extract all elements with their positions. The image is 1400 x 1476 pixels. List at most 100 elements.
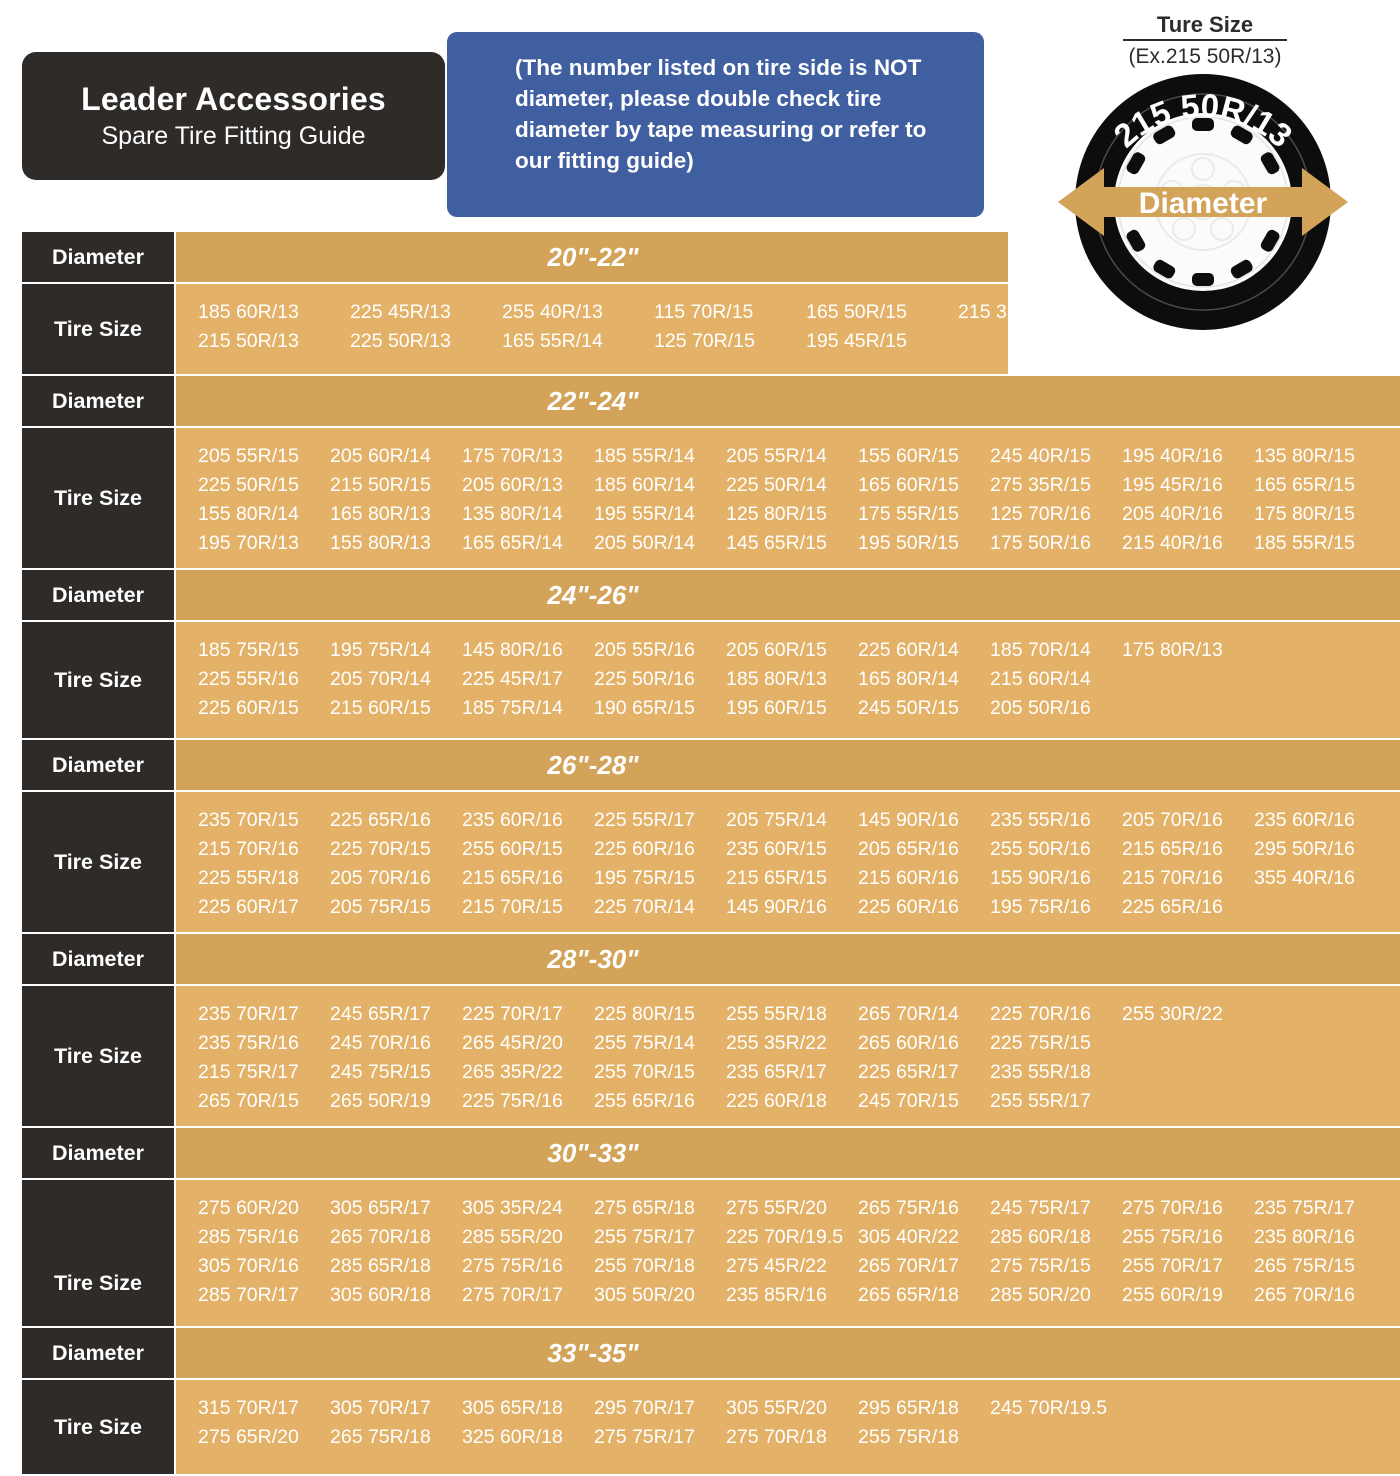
tire-size-value: 255 70R/18: [594, 1254, 695, 1277]
tire-size-value: 155 80R/13: [330, 531, 431, 554]
tire-size-value: 235 60R/16: [462, 809, 563, 831]
tire-size-value: 135 80R/14: [462, 502, 563, 525]
tire-size-label: Tire Size: [22, 1180, 174, 1328]
tire-size-value: 235 75R/16: [198, 1031, 299, 1054]
tire-size-value: 165 65R/15: [1254, 473, 1355, 496]
tire-size-value: 255 40R/13: [502, 301, 603, 323]
tire-size-column: 225 60R/14 165 80R/14 245 50R/15: [836, 636, 968, 724]
tire-size-column: 165 50R/15 195 45R/15: [784, 298, 936, 360]
tire-size-value: 125 80R/15: [726, 502, 827, 525]
tire-size-row: Tire Size 235 70R/15 215 70R/16 225 55R/18 2…: [0, 792, 1400, 934]
tire-size-value: 255 70R/15: [594, 1060, 695, 1083]
tire-size-label: Tire Size: [22, 284, 174, 376]
table-section: Diameter 22"-24" Tire Size 205 55R/15 225 50…: [0, 376, 1400, 570]
tire-size-value: 195 40R/16: [1122, 445, 1223, 467]
tire-size-value: 185 55R/15: [1254, 531, 1355, 554]
tire-size-column: 315 70R/17 275 65R/20: [176, 1394, 308, 1460]
tire-size-value: 205 60R/13: [462, 473, 563, 496]
tire-size-value: 275 65R/20: [198, 1425, 299, 1448]
tire-size-cells: 275 60R/20 285 75R/16 305 70R/16 285 70R/17…: [174, 1180, 1400, 1328]
tire-size-column: 235 70R/17 235 75R/16 215 75R/17 265 70R/15: [176, 1000, 308, 1112]
diameter-label: Diameter: [22, 232, 174, 284]
diameter-arrow: Diameter: [1058, 168, 1348, 236]
tire-size-value: 205 75R/14: [726, 809, 827, 831]
tire-size-value: 225 75R/16: [462, 1089, 563, 1112]
tire-size-column: 245 65R/17 245 70R/16 245 75R/15 265 50R/19: [308, 1000, 440, 1112]
tire-size-value: 305 65R/18: [462, 1397, 563, 1419]
tire-size-column: 245 40R/15 275 35R/15 125 70R/16 175 50R/16: [968, 442, 1100, 554]
diameter-value: 24"-26": [547, 579, 639, 610]
tire-size-value: 185 60R/14: [594, 473, 695, 496]
tire-size-value: 225 45R/17: [462, 667, 563, 690]
tire-size-value: 245 70R/19.5: [990, 1397, 1108, 1419]
tire-size-value: 255 50R/16: [990, 837, 1091, 860]
tire-size-value: 165 55R/14: [502, 329, 603, 352]
tire-size-value: 205 50R/16: [990, 696, 1091, 719]
tire-size-column: 135 80R/15 165 65R/15 175 80R/15 185 55R/15: [1232, 442, 1364, 554]
tire-size-value: 155 90R/16: [990, 866, 1091, 889]
tire-size-column: 175 70R/13 205 60R/13 135 80R/14 165 65R/14: [440, 442, 572, 554]
tire-size-value: 225 60R/16: [858, 895, 959, 918]
tire-size-column: 205 55R/15 225 50R/15 155 80R/14 195 70R/13: [176, 442, 308, 554]
tire-size-column: 195 40R/16 195 45R/16 205 40R/16 215 40R/16: [1100, 442, 1232, 554]
tire-size-value: 265 65R/18: [858, 1283, 959, 1306]
tire-diagram-example: (Ex.215 50R/13): [1128, 45, 1282, 69]
tire-size-column: 205 60R/14 215 50R/15 165 80R/13 155 80R/13: [308, 442, 440, 554]
tire-size-value: 255 65R/16: [594, 1089, 695, 1112]
tire-size-value: 165 65R/14: [462, 531, 563, 554]
tire-size-value: 215 35R/16: [958, 301, 1059, 323]
tire-size-value: 225 60R/16: [594, 837, 695, 860]
tire-size-value: 235 55R/18: [990, 1060, 1091, 1083]
tire-size-value: 255 75R/14: [594, 1031, 695, 1054]
tire-size-value: 235 75R/17: [1254, 1197, 1355, 1219]
tire-size-column: 185 75R/15 225 55R/16 225 60R/15: [176, 636, 308, 724]
tire-size-value: 225 60R/15: [198, 696, 299, 719]
tire-size-row: Tire Size 185 75R/15 225 55R/16 225 60R/15 1…: [0, 622, 1400, 740]
diameter-header-row: Diameter 33"-35": [0, 1328, 1400, 1380]
tire-size-column: 305 65R/17 265 70R/18 285 65R/18 305 60R/18: [308, 1194, 440, 1312]
tire-size-value: 285 50R/20: [990, 1283, 1091, 1306]
tire-size-value: 265 70R/14: [858, 1003, 959, 1025]
tire-size-value: 215 60R/15: [330, 696, 431, 719]
tire-size-value: 155 60R/15: [858, 445, 959, 467]
diameter-value: 26"-28": [547, 749, 639, 780]
tire-size-value: 185 75R/14: [462, 696, 563, 719]
tire-size-value: 275 70R/17: [462, 1283, 563, 1306]
tire-size-value: 195 45R/16: [1122, 473, 1223, 496]
diameter-value-band: 30"-33": [174, 1128, 1400, 1180]
tire-size-value: 275 55R/20: [726, 1197, 827, 1219]
tire-size-value: 245 50R/15: [858, 696, 959, 719]
tire-size-column: 145 90R/16 205 65R/16 215 60R/16 225 60R/16: [836, 806, 968, 918]
tire-size-column: 255 30R/22: [1100, 1000, 1232, 1112]
diameter-header-row: Diameter 22"-24": [0, 376, 1400, 428]
diameter-arrow-label: Diameter: [1139, 187, 1268, 220]
tire-size-cells: 185 60R/13 215 50R/13 225 45R/13 225 50R/13…: [174, 284, 1059, 376]
tire-size-value: 225 65R/16: [1122, 895, 1223, 918]
tire-size-value: 255 30R/22: [1122, 1003, 1223, 1025]
tire-size-value: 205 70R/14: [330, 667, 431, 690]
tire-size-value: 215 70R/16: [1122, 866, 1223, 889]
tire-size-value: 225 70R/17: [462, 1003, 563, 1025]
tire-size-value: 265 50R/19: [330, 1089, 431, 1112]
tire-size-value: 215 60R/14: [990, 667, 1091, 690]
tire-size-value: 225 75R/15: [990, 1031, 1091, 1054]
tire-size-column: 225 65R/16 225 70R/15 205 70R/16 205 75R/15: [308, 806, 440, 918]
diameter-header-row: Diameter 28"-30": [0, 934, 1400, 986]
tire-size-value: 305 60R/18: [330, 1283, 431, 1306]
diameter-label: Diameter: [22, 1328, 174, 1380]
tire-size-column: 185 70R/14 215 60R/14 205 50R/16: [968, 636, 1100, 724]
tire-size-value: 195 55R/14: [594, 502, 695, 525]
tire-size-value: 215 75R/17: [198, 1060, 299, 1083]
tire-size-column: 255 55R/18 255 35R/22 235 65R/17 225 60R/18: [704, 1000, 836, 1112]
tire-size-value: 275 35R/15: [990, 473, 1091, 496]
tire-size-label: Tire Size: [22, 792, 174, 934]
tire-size-column: 185 55R/14 185 60R/14 195 55R/14 205 50R/14: [572, 442, 704, 554]
tire-size-value: 275 45R/22: [726, 1254, 827, 1277]
tire-size-value: 205 55R/16: [594, 639, 695, 661]
tire-size-value: 315 70R/17: [198, 1397, 299, 1419]
tire-size-value: 225 70R/15: [330, 837, 431, 860]
diameter-header-row: Diameter 30"-33": [0, 1128, 1400, 1180]
tire-size-column: 235 75R/17 235 80R/16 265 75R/15 265 70R/16: [1232, 1194, 1364, 1312]
diameter-value: 33"-35": [547, 1337, 639, 1368]
tire-size-column: 275 55R/20 225 70R/19.5 275 45R/22 235 85R/…: [704, 1194, 843, 1312]
